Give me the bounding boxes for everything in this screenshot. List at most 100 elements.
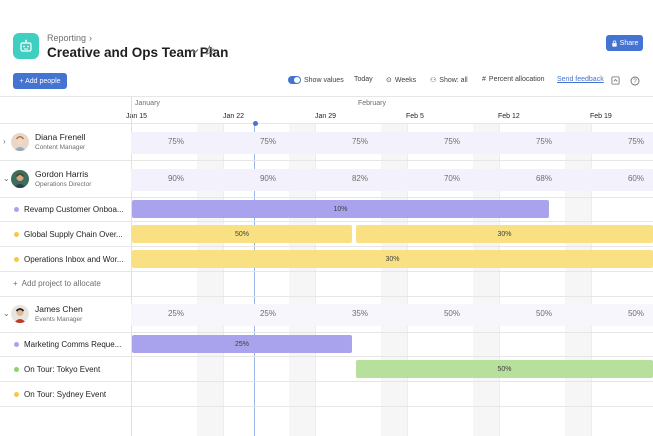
add-project-button[interactable]: + Add project to allocate [13, 279, 101, 288]
project-row[interactable]: Revamp Customer Onboa... 10% [0, 197, 653, 222]
share-button[interactable]: Share [606, 35, 643, 51]
today-button[interactable]: Today [354, 76, 373, 83]
avatar[interactable] [11, 133, 29, 151]
allocation-bar[interactable]: 50% [132, 225, 352, 243]
grid-line [407, 124, 408, 436]
send-feedback-link[interactable]: Send feedback [557, 76, 604, 83]
toolbar: + Add people Show values Today ⊙ Weeks ⚇… [0, 70, 653, 94]
project-name[interactable]: Global Supply Chain Over... [24, 230, 123, 239]
export-icon[interactable] [611, 76, 620, 85]
add-people-button[interactable]: + Add people [13, 73, 67, 89]
allocation-value: 68% [535, 174, 552, 183]
add-project-row[interactable]: + Add project to allocate [0, 272, 653, 297]
help-icon[interactable]: ? [630, 76, 640, 86]
allocation-band [131, 169, 653, 191]
column-divider[interactable] [131, 96, 132, 436]
allocation-value: 75% [167, 137, 184, 146]
show-all-label: Show: all [439, 76, 468, 84]
allocation-value: 60% [627, 174, 644, 183]
lock-icon [611, 40, 617, 47]
project-row[interactable]: Marketing Comms Reque... 25% [0, 332, 653, 357]
allocation-value: 70% [443, 174, 460, 183]
allocation-band [131, 132, 653, 154]
weeks-label: Weeks [394, 76, 417, 84]
show-filter-dropdown[interactable]: ⚇ Show: all [430, 76, 468, 85]
breadcrumb-label[interactable]: Reporting [47, 33, 87, 43]
page-title: Creative and Ops Team Plan [47, 45, 229, 60]
robot-icon [13, 33, 39, 59]
person-role: Content Manager [35, 144, 86, 151]
allocation-bar[interactable]: 50% [356, 360, 653, 378]
week-label: Feb 5 [406, 113, 424, 120]
share-label: Share [619, 39, 639, 47]
project-name[interactable]: Marketing Comms Reque... [24, 340, 122, 349]
project-name[interactable]: Revamp Customer Onboa... [24, 205, 124, 214]
allocation-value: 75% [259, 137, 276, 146]
person-name[interactable]: Diana Frenell [35, 132, 86, 142]
week-label: Jan 15 [126, 113, 148, 120]
hash-icon: # [482, 76, 486, 83]
allocation-value: 25% [259, 309, 276, 318]
page-header: Reporting › Creative and Ops Team Plan S… [0, 0, 653, 68]
project-color-dot [14, 207, 19, 212]
show-values-label: Show values [304, 76, 344, 84]
allocation-value: 75% [351, 137, 368, 146]
today-marker [253, 121, 258, 126]
show-values-toggle[interactable]: Show values [288, 76, 344, 84]
project-color-dot [14, 367, 19, 372]
add-project-label: Add project to allocate [21, 279, 101, 288]
chevron-right-icon[interactable]: › [3, 137, 6, 146]
grid-line [315, 124, 316, 436]
week-label: Jan 29 [315, 113, 337, 120]
project-row[interactable]: On Tour: Tokyo Event 50% [0, 357, 653, 382]
toggle-switch[interactable] [288, 76, 301, 84]
project-color-dot [14, 392, 19, 397]
project-color-dot [14, 342, 19, 347]
project-name[interactable]: On Tour: Sydney Event [24, 390, 107, 399]
plus-icon: + [13, 279, 18, 288]
weeks-dropdown[interactable]: ⊙ Weeks [386, 76, 417, 85]
allocation-value: 90% [167, 174, 184, 183]
allocation-value: 90% [259, 174, 276, 183]
zoom-icon: ⊙ [386, 77, 392, 84]
month-label: January [135, 100, 160, 107]
allocation-value: 75% [443, 137, 460, 146]
chevron-down-icon[interactable]: ⌄ [3, 309, 10, 318]
percent-allocation-dropdown[interactable]: # Percent allocation [482, 76, 545, 83]
allocation-bar[interactable]: 30% [356, 225, 653, 243]
breadcrumb[interactable]: Reporting › [47, 33, 92, 43]
avatar[interactable] [11, 170, 29, 188]
project-name[interactable]: Operations Inbox and Wor... [24, 255, 124, 264]
allocation-value: 50% [627, 309, 644, 318]
person-row: ⌄ Gordon Harris Operations Director 90% … [0, 161, 653, 198]
person-role: Operations Director [35, 181, 92, 188]
timeline-header: January February Jan 15 Jan 22 Jan 29 Fe… [0, 96, 653, 124]
project-row[interactable]: Operations Inbox and Wor... 30% [0, 247, 653, 272]
month-label: February [358, 100, 387, 107]
avatar[interactable] [11, 305, 29, 323]
allocation-value: 50% [535, 309, 552, 318]
allocation-bar[interactable]: 30% [132, 250, 653, 268]
star-icon[interactable] [204, 45, 215, 56]
allocation-value: 50% [443, 309, 460, 318]
person-row: ⌄ James Chen Events Manager 25% 25% 35% … [0, 296, 653, 333]
svg-text:?: ? [633, 79, 637, 85]
today-line [254, 124, 255, 436]
grid-line [499, 124, 500, 436]
allocation-value: 75% [535, 137, 552, 146]
project-row[interactable]: Global Supply Chain Over... 50% 30% [0, 222, 653, 247]
allocation-bar[interactable]: 25% [132, 335, 352, 353]
grid-line [223, 124, 224, 436]
percent-allocation-label: Percent allocation [488, 76, 545, 83]
week-label: Feb 19 [590, 113, 612, 120]
project-row[interactable]: On Tour: Sydney Event [0, 382, 653, 407]
allocation-value: 75% [627, 137, 644, 146]
chevron-down-icon[interactable] [190, 46, 200, 56]
person-name[interactable]: Gordon Harris [35, 169, 89, 179]
allocation-bar[interactable]: 10% [132, 200, 549, 218]
week-label: Jan 22 [223, 113, 245, 120]
chevron-down-icon[interactable]: ⌄ [3, 174, 10, 183]
person-row: › Diana Frenell Content Manager 75% 75% … [0, 124, 653, 161]
project-name[interactable]: On Tour: Tokyo Event [24, 365, 101, 374]
person-name[interactable]: James Chen [35, 304, 83, 314]
